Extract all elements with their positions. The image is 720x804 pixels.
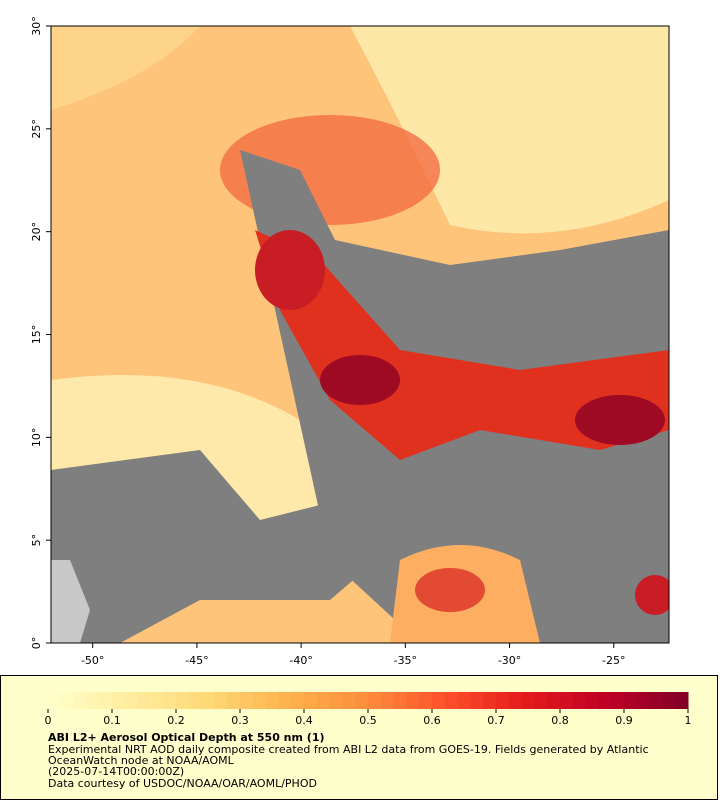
colorbar-swatch xyxy=(99,692,113,709)
y-tick-label: 20° xyxy=(30,222,43,242)
colorbar-swatch xyxy=(201,692,215,709)
colorbar-tick-label: 0.3 xyxy=(231,714,249,727)
colorbar-tick-label: 0.6 xyxy=(423,714,441,727)
colorbar-swatch xyxy=(419,692,433,709)
colorbar-swatch xyxy=(137,692,151,709)
colorbar-swatch xyxy=(534,692,548,709)
colorbar-swatch xyxy=(547,692,561,709)
colorbar-swatch xyxy=(265,692,279,709)
colorbar-tick-label: 0.7 xyxy=(487,714,505,727)
colorbar-swatch xyxy=(624,692,638,709)
note: OceanWatch node at NOAA/AOML xyxy=(48,754,235,767)
colorbar-swatch xyxy=(86,692,100,709)
colorbar-tick-label: 0.9 xyxy=(615,714,633,727)
colorbar-swatch xyxy=(521,692,535,709)
colorbar-swatch xyxy=(496,692,510,709)
y-tick-label: 10° xyxy=(30,428,43,448)
y-tick-label: 25° xyxy=(30,119,43,139)
colorbar-tick-label: 0.8 xyxy=(551,714,569,727)
x-tick-label: -25° xyxy=(602,654,625,667)
colorbar-tick-label: 0.2 xyxy=(167,714,185,727)
colorbar-swatch xyxy=(432,692,446,709)
colorbar-swatch xyxy=(483,692,497,709)
colorbar-swatch xyxy=(291,692,305,709)
y-tick-label: 30° xyxy=(30,16,43,36)
colorbar-tick-label: 0.1 xyxy=(103,714,121,727)
colorbar-tick-label: 0.5 xyxy=(359,714,377,727)
note: Experimental NRT AOD daily composite cre… xyxy=(48,743,649,756)
colorbar-swatch xyxy=(342,692,356,709)
colorbar-swatch xyxy=(560,692,574,709)
colorbar-swatch xyxy=(368,692,382,709)
y-tick-label: 0° xyxy=(30,637,43,650)
x-tick-label: -50° xyxy=(81,654,104,667)
x-tick-label: -30° xyxy=(498,654,521,667)
colorbar-swatch xyxy=(457,692,471,709)
x-tick-label: -40° xyxy=(289,654,312,667)
aod-field xyxy=(51,26,669,643)
note: Data courtesy of USDOC/NOAA/OAR/AOML/PHO… xyxy=(48,777,317,790)
colorbar-swatch xyxy=(124,692,139,709)
colorbar-tick-label: 1 xyxy=(685,714,692,727)
colorbar-swatch xyxy=(355,692,369,709)
note: (2025-07-14T00:00:00Z) xyxy=(48,765,184,778)
colorbar-swatch xyxy=(380,692,395,709)
colorbar-swatch xyxy=(444,692,459,709)
legend-title: ABI L2+ Aerosol Optical Depth at 550 nm … xyxy=(48,731,325,744)
colorbar-tick-label: 0 xyxy=(45,714,52,727)
y-tick-label: 15° xyxy=(30,325,43,345)
colorbar-swatch xyxy=(598,692,612,709)
colorbar-swatch xyxy=(508,692,523,709)
colorbar-swatch xyxy=(393,692,407,709)
colorbar-swatch xyxy=(406,692,420,709)
colorbar-tick-label: 0.4 xyxy=(295,714,313,727)
colorbar-swatch xyxy=(304,692,318,709)
x-tick-label: -45° xyxy=(185,654,208,667)
colorbar-swatch xyxy=(214,692,228,709)
colorbar-swatch xyxy=(636,692,651,709)
colorbar-swatch xyxy=(278,692,292,709)
colorbar-swatch xyxy=(60,692,75,709)
colorbar-swatch xyxy=(150,692,164,709)
colorbar-swatch xyxy=(585,692,599,709)
colorbar-swatch xyxy=(252,692,267,709)
colorbar-swatch xyxy=(675,692,689,709)
colorbar-swatch xyxy=(649,692,663,709)
colorbar-swatch xyxy=(329,692,343,709)
colorbar-swatch xyxy=(470,692,484,709)
y-tick-label: 5° xyxy=(30,534,43,547)
colorbar-swatch xyxy=(163,692,177,709)
colorbar-swatch xyxy=(73,692,87,709)
colorbar-swatch xyxy=(112,692,126,709)
x-tick-label: -35° xyxy=(394,654,417,667)
colorbar-swatch xyxy=(188,692,203,709)
colorbar-swatch xyxy=(176,692,190,709)
colorbar-swatch xyxy=(48,692,62,709)
colorbar-swatch xyxy=(227,692,241,709)
colorbar-swatch xyxy=(662,692,676,709)
colorbar-swatch xyxy=(316,692,331,709)
colorbar-swatch xyxy=(572,692,587,709)
colorbar-swatch xyxy=(611,692,625,709)
colorbar-swatch xyxy=(240,692,254,709)
